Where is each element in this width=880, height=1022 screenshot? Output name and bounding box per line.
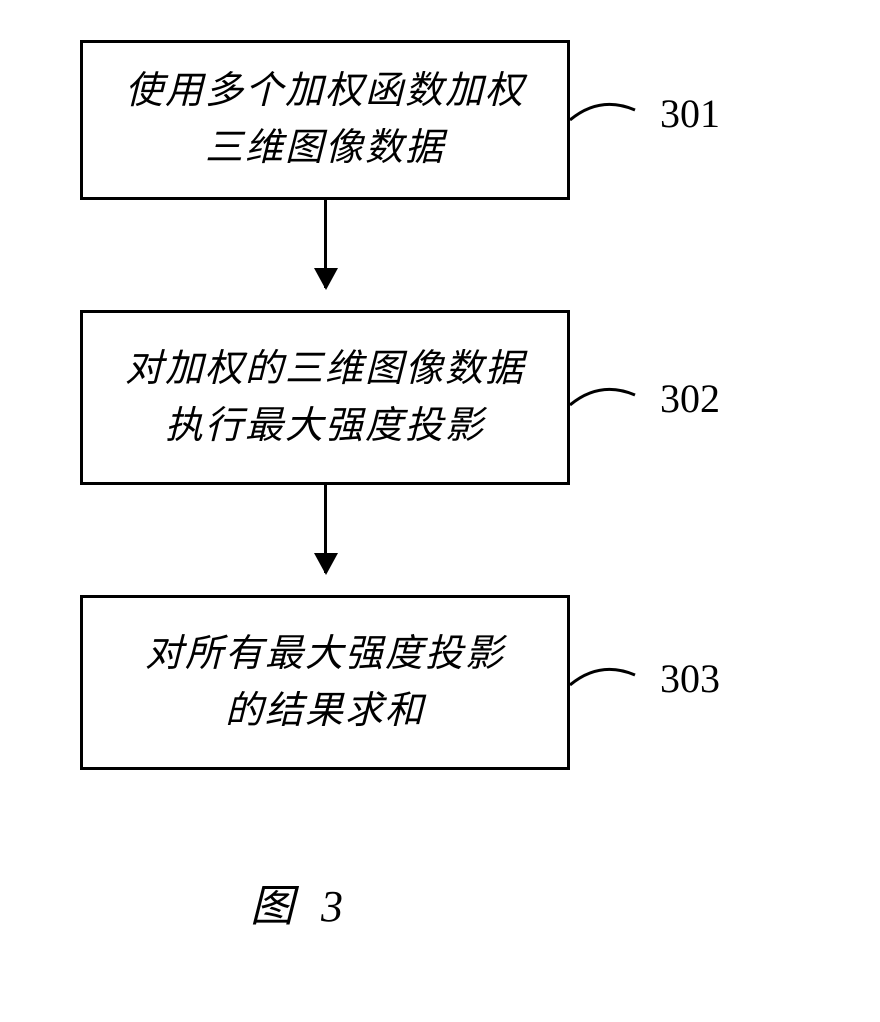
- step-box-1: 使用多个加权函数加权 三维图像数据: [80, 40, 570, 200]
- connector-3: [570, 660, 650, 710]
- step-label-3: 303: [660, 655, 720, 702]
- step-text-3-line1: 对所有最大强度投影: [145, 626, 505, 683]
- step-text-2-line1: 对加权的三维图像数据: [125, 341, 525, 398]
- step-text-1-line2: 三维图像数据: [205, 120, 445, 177]
- step-text-2-line2: 执行最大强度投影: [165, 398, 485, 455]
- step-box-2: 对加权的三维图像数据 执行最大强度投影: [80, 310, 570, 485]
- figure-caption: 图 3: [250, 870, 351, 934]
- step-label-1: 301: [660, 90, 720, 137]
- arrow-2: [324, 485, 327, 573]
- step-label-2: 302: [660, 375, 720, 422]
- step-text-3-line2: 的结果求和: [225, 683, 425, 740]
- step-box-3: 对所有最大强度投影 的结果求和: [80, 595, 570, 770]
- arrow-1: [324, 200, 327, 288]
- connector-2: [570, 380, 650, 430]
- connector-1: [570, 95, 650, 145]
- step-text-1-line1: 使用多个加权函数加权: [125, 63, 525, 120]
